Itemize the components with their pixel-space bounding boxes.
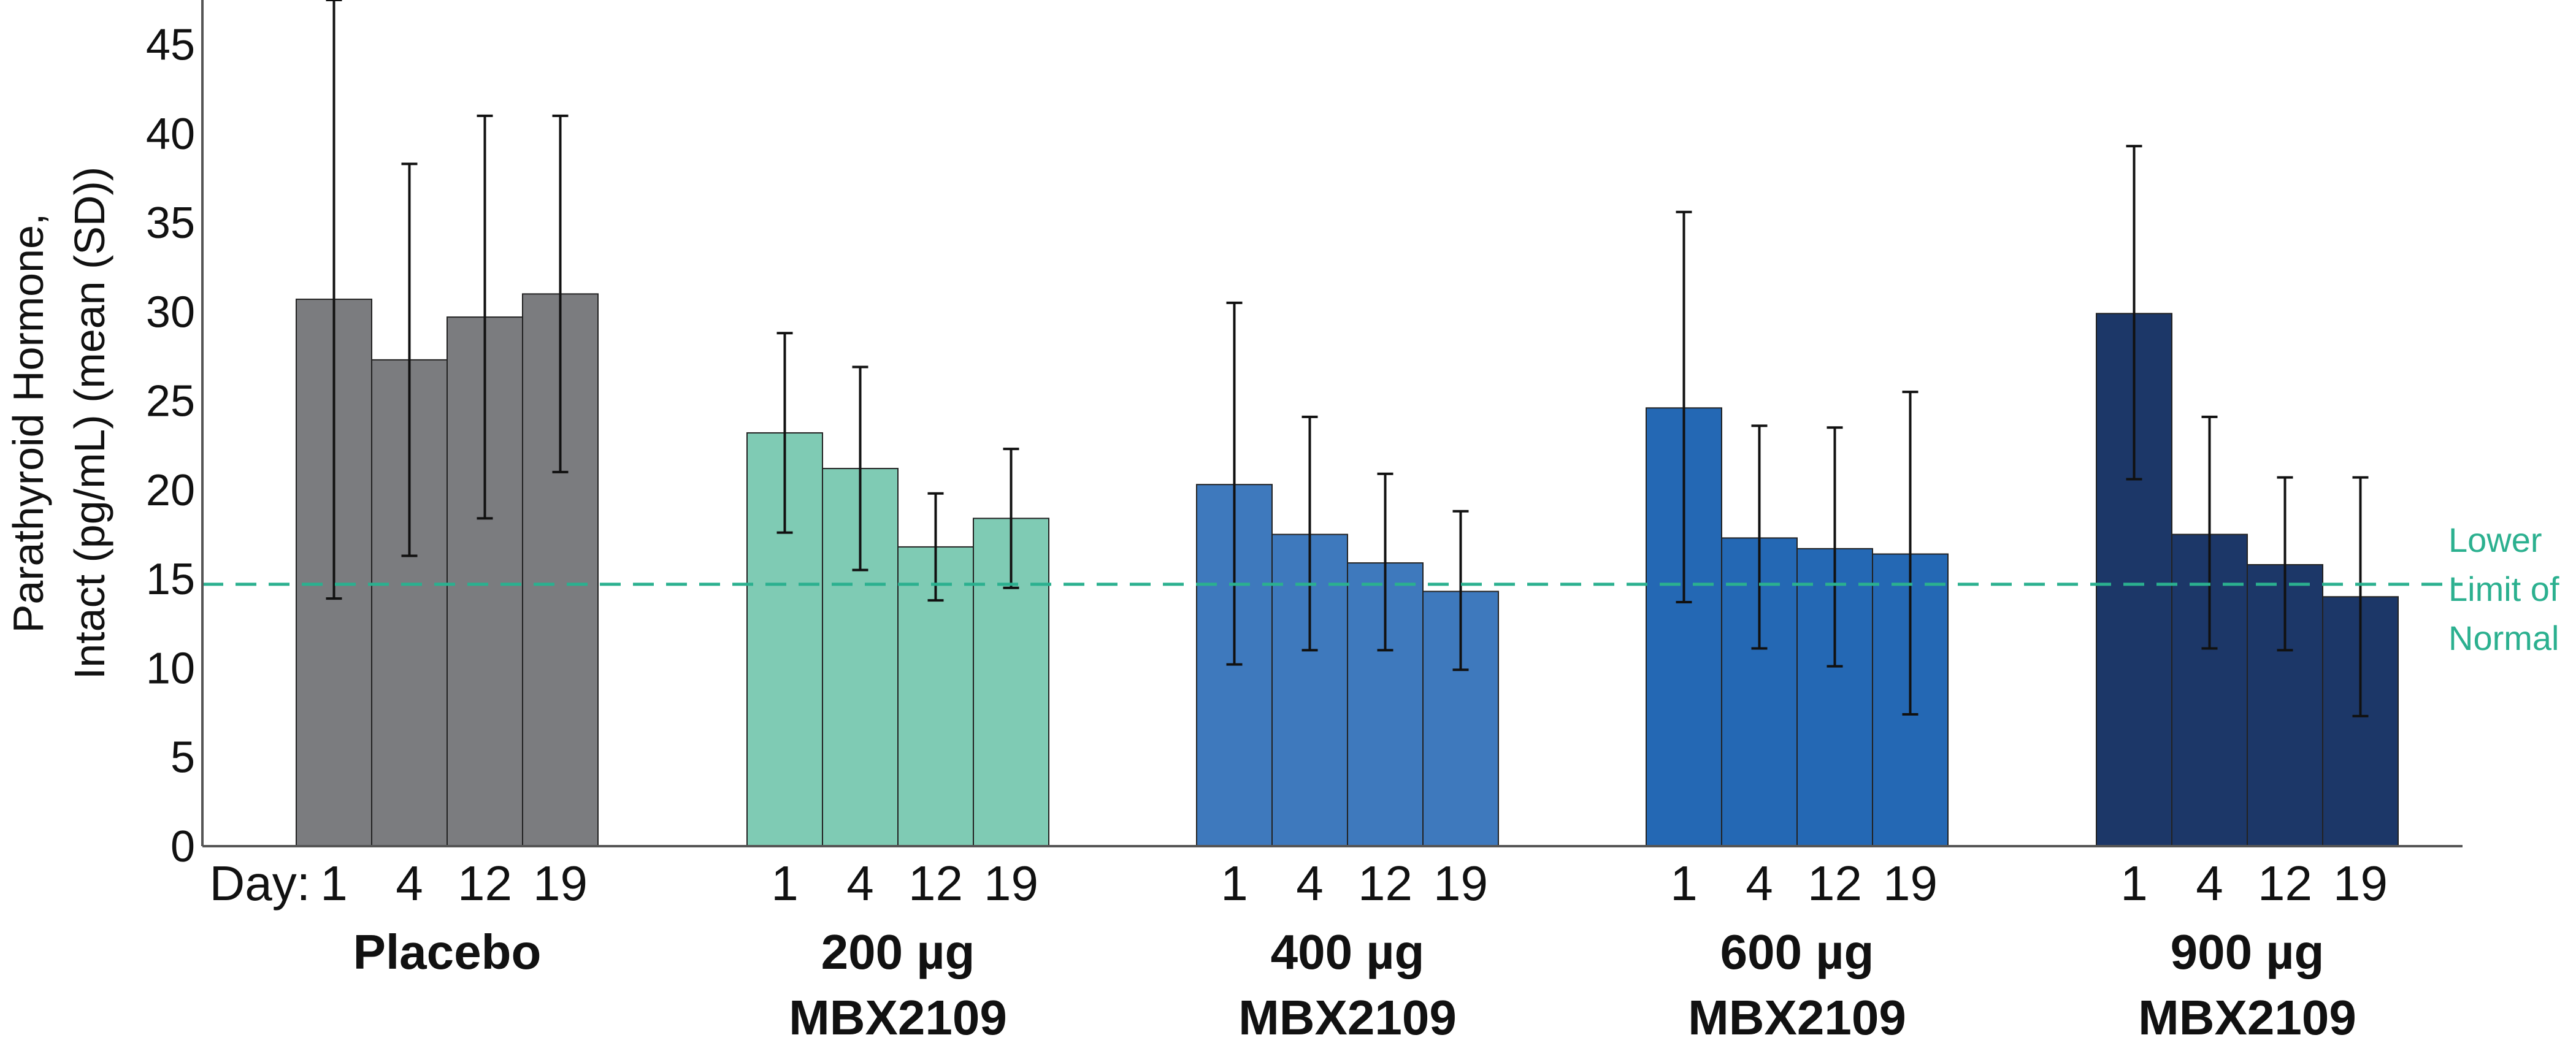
group-label-line: 400 µg	[1271, 925, 1425, 979]
group-label-line: 900 µg	[2171, 925, 2325, 979]
axes	[201, 0, 2463, 847]
error-bars	[326, 0, 2369, 717]
day-label: 19	[984, 856, 1038, 911]
day-label: 12	[1807, 856, 1862, 911]
group-label-line: 200 µg	[821, 925, 975, 979]
group-label-line: Placebo	[353, 925, 542, 979]
day-label: 12	[2258, 856, 2312, 911]
y-axis-title: Parathyroid Hormone, Intact (pg/mL) (mean…	[4, 167, 113, 679]
y-tick-label: 20	[146, 466, 195, 515]
y-tick-label: 10	[146, 644, 195, 693]
day-label: 19	[1883, 856, 1938, 911]
day-label: 1	[2120, 856, 2148, 911]
group-label-line: MBX2109	[1238, 990, 1457, 1045]
day-label: 1	[320, 856, 348, 911]
y-tick-label: 0	[171, 822, 195, 871]
day-label: 12	[458, 856, 512, 911]
y-tick-label: 5	[171, 733, 195, 782]
y-axis-title-line: Parathyroid Hormone,	[4, 213, 52, 633]
y-tick-label: 15	[146, 555, 195, 604]
day-label: 1	[771, 856, 799, 911]
y-tick-label: 40	[146, 110, 195, 159]
day-label: 12	[908, 856, 963, 911]
day-prefix-label: Day:	[210, 856, 311, 911]
group-label-line: 600 µg	[1720, 925, 1874, 979]
day-label: 4	[2196, 856, 2223, 911]
group-label-line: MBX2109	[2138, 990, 2356, 1045]
y-tick-label: 45	[146, 21, 195, 70]
reference-line-label: Normal	[2448, 619, 2559, 657]
reference-line-group: Lower Limit of Normal	[202, 521, 2559, 657]
day-label: 19	[2333, 856, 2388, 911]
reference-line-label: Lower	[2448, 521, 2542, 559]
day-label: 4	[1746, 856, 1773, 911]
group-label-line: MBX2109	[789, 990, 1007, 1045]
group-label-line: MBX2109	[1688, 990, 1906, 1045]
bars	[296, 293, 2399, 847]
day-label: 4	[846, 856, 874, 911]
day-label: 19	[1433, 856, 1488, 911]
day-label: 4	[396, 856, 423, 911]
y-axis-ticks: 0 5 10 15 20 25 30 35 40 45	[146, 21, 195, 871]
day-label: 12	[1358, 856, 1413, 911]
reference-line-label: Limit of	[2448, 570, 2559, 608]
day-label: 1	[1221, 856, 1248, 911]
day-label: 19	[533, 856, 588, 911]
day-label: 1	[1670, 856, 1698, 911]
y-tick-label: 30	[146, 288, 195, 337]
y-axis-title-line: Intact (pg/mL) (mean (SD))	[66, 167, 113, 679]
day-label: 4	[1296, 856, 1324, 911]
y-tick-label: 35	[146, 199, 195, 248]
y-tick-label: 25	[146, 377, 195, 426]
